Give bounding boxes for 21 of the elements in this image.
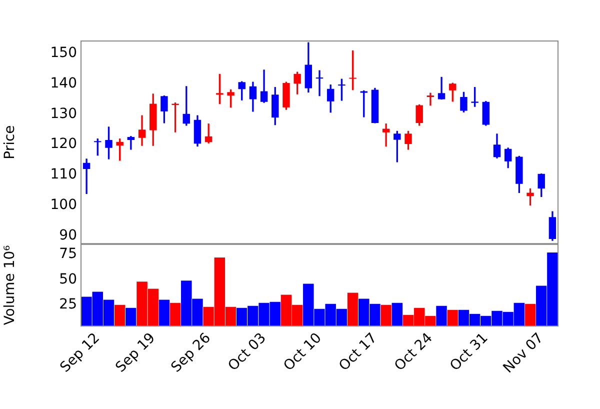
y-tick-label: 50: [59, 271, 77, 288]
x-tick-label: Sep 26: [168, 330, 214, 376]
y-tick-label: 150: [50, 44, 77, 61]
y-axis-title: Price: [2, 125, 18, 160]
y-tick-label: 25: [59, 296, 77, 312]
y-tick-label: 100: [50, 197, 77, 214]
y-tick-label: 120: [50, 136, 77, 152]
x-tick-label: Sep 19: [112, 330, 159, 376]
x-tick-label: Oct 03: [225, 330, 270, 374]
x-tick-label: Oct 24: [392, 330, 436, 374]
y-tick-label: 75: [59, 246, 77, 262]
x-tick-label: Oct 31: [447, 330, 492, 374]
y-tick-label: 130: [50, 106, 77, 122]
y-tick-label: 140: [50, 75, 77, 92]
y-tick-label: 110: [50, 166, 77, 183]
y-axis-title: Volume 10⁶: [2, 244, 18, 326]
x-tick-label: Oct 17: [336, 330, 380, 374]
y-tick-label: 90: [59, 228, 77, 244]
x-tick-label: Nov 07: [500, 330, 547, 376]
x-tick-label: Sep 12: [57, 330, 104, 376]
x-tick-label: Oct 10: [280, 330, 325, 374]
